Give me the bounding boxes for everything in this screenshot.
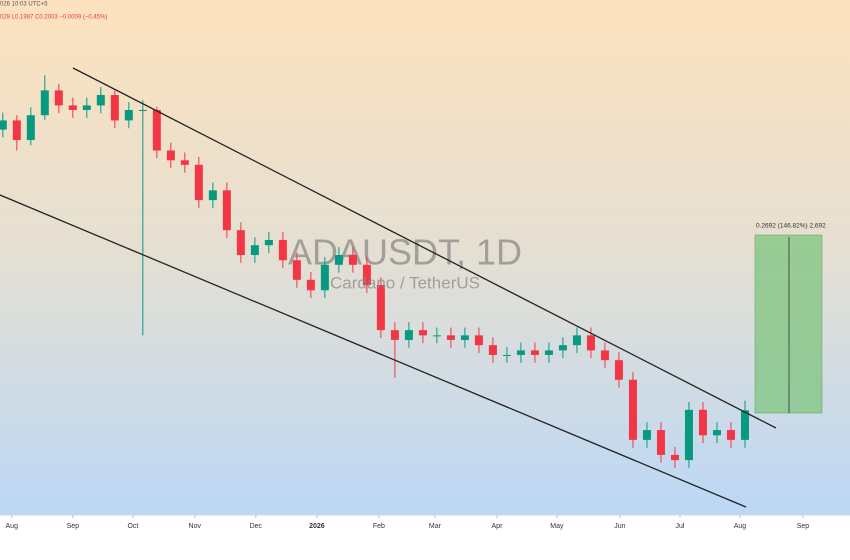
header-time: 026 10:03 UTC+5 [0,2,48,8]
x-tick-label: 2026 [309,523,325,530]
x-tick-label: May [550,523,564,530]
channel-upper [72,67,777,429]
x-tick-label: Oct [127,523,138,530]
x-tick-label: Mar [429,523,442,530]
x-tick-label: Dec [250,523,263,530]
x-tick-label: Aug [6,523,19,530]
x-tick-label: Feb [373,523,385,530]
candle-body [0,120,7,130]
plot-background [0,0,850,515]
x-tick-label: Apr [492,523,504,530]
x-tick-label: Nov [189,523,202,530]
channel-lower [0,194,747,508]
x-tick-label: Jun [614,523,625,530]
projection-box [754,234,823,414]
projection-label: 0.2692 (146.82%) 2,692 [756,223,826,230]
axis-background [0,515,850,560]
header-ohlc: 029 L0.1987 C0.2003 −0.0009 (−0.45%) [0,15,107,21]
x-tick-label: Jul [676,523,685,530]
watermark-subtitle: Cardano / TetherUS [330,273,480,292]
x-tick-label: Aug [734,523,747,530]
x-tick-label: Sep [67,523,80,530]
x-tick-label: Sep [797,523,810,530]
